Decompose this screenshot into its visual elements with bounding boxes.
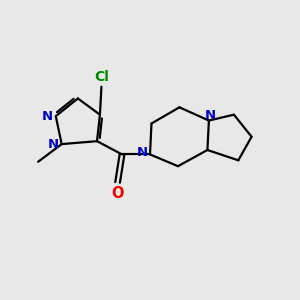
Text: N: N	[205, 109, 216, 122]
Text: N: N	[48, 138, 59, 151]
Text: N: N	[137, 146, 148, 159]
Text: Cl: Cl	[94, 70, 109, 84]
Text: N: N	[42, 110, 53, 123]
Text: O: O	[111, 186, 124, 201]
